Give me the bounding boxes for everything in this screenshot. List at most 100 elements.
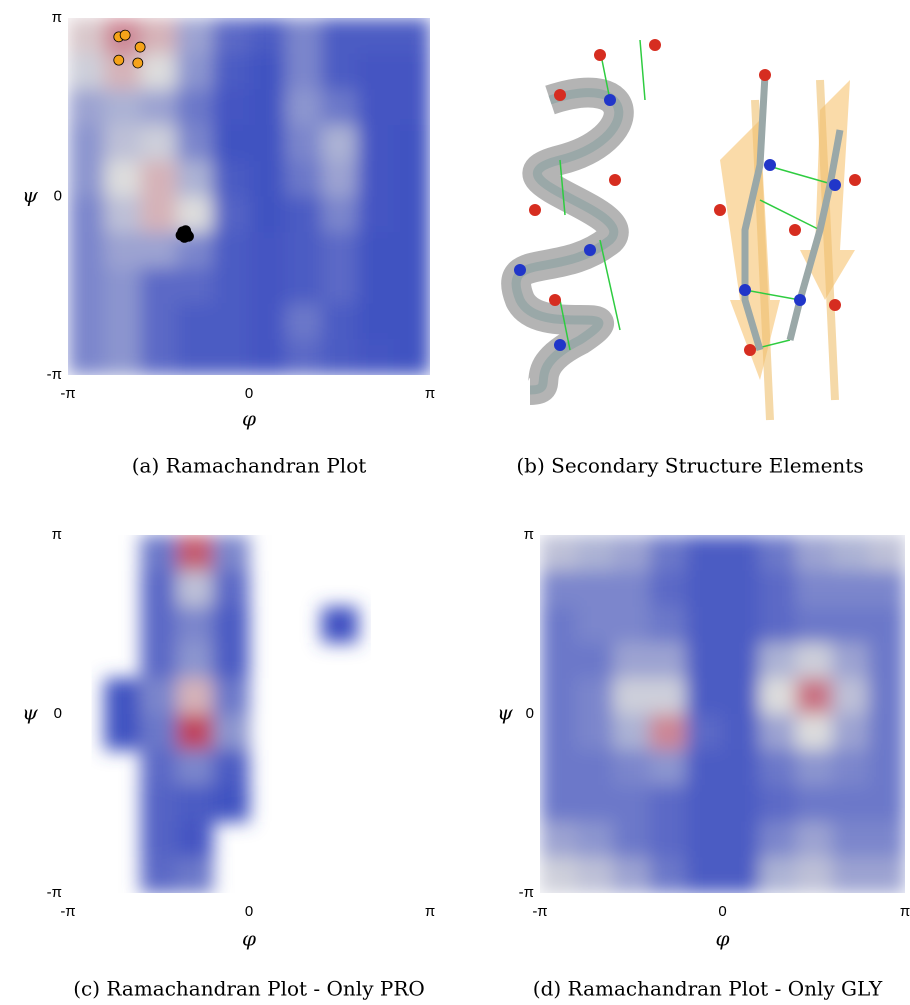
x-tick-label: π <box>425 385 435 402</box>
heatmap-cell <box>140 267 178 305</box>
heatmap-cell <box>140 196 178 233</box>
heatmap-cell <box>176 749 214 787</box>
heatmap-cell <box>795 714 833 751</box>
heatmap-cell <box>68 160 105 197</box>
heatmap-cell <box>540 642 577 679</box>
heatmap-cell <box>613 535 650 572</box>
heatmap-cell <box>212 196 250 233</box>
heatmap-cell <box>832 821 869 858</box>
heatmap-cell <box>649 678 687 715</box>
heatmap-cell <box>613 821 650 858</box>
heatmap-cell <box>393 18 430 55</box>
heatmap-cell <box>540 821 577 858</box>
heatmap-cell <box>68 125 105 162</box>
heatmap-cell <box>357 125 395 162</box>
heatmap-cell <box>795 785 833 822</box>
heatmap-cell <box>759 749 796 787</box>
heatmap-cell <box>576 570 614 608</box>
y-tick-label: π <box>524 526 534 543</box>
heatmap-cell <box>540 785 577 822</box>
y-tick-label: 0 <box>526 705 534 722</box>
heatmap-cell <box>649 570 687 608</box>
caption: (c) Ramachandran Plot - Only PRO <box>73 977 425 1001</box>
heatmap-cell <box>140 857 178 893</box>
heatmap-cell <box>868 606 905 643</box>
heatmap-cell <box>68 303 105 340</box>
heatmap-cell <box>104 678 141 715</box>
heatmap-cell <box>285 196 322 233</box>
heatmap-cell <box>249 339 286 375</box>
heatmap-cell <box>868 749 905 787</box>
heatmap-cell <box>321 160 359 197</box>
heatmap-cell <box>795 678 833 715</box>
heatmap-cell <box>393 160 430 197</box>
heatmap-cell <box>759 857 796 893</box>
heatmap-cell <box>540 570 577 608</box>
heatmap-cell <box>285 53 322 90</box>
heatmap-cell <box>357 196 395 233</box>
x-tick-label: π <box>900 903 910 920</box>
heatmap-cell <box>393 339 430 375</box>
heatmap-clip <box>540 535 905 893</box>
heatmap-cell <box>759 678 796 715</box>
heatmap-cell <box>140 535 178 572</box>
x-tick-label: -π <box>60 903 75 920</box>
heatmap-cell <box>176 606 214 643</box>
heatmap-cell <box>176 339 214 375</box>
heatmap-cell <box>212 53 250 90</box>
heatmap-cell <box>722 857 760 893</box>
heatmap-cell <box>795 570 833 608</box>
heatmap-cell <box>176 267 214 305</box>
heatmap-cell <box>104 89 141 126</box>
heatmap-cell <box>212 160 250 197</box>
scatter-point <box>113 54 125 66</box>
heatmap-cell <box>249 267 286 305</box>
heatmap-cell <box>613 714 650 751</box>
heatmap-cell <box>576 821 614 858</box>
heatmap-cell <box>321 303 359 340</box>
heatmap-cell <box>613 678 650 715</box>
heatmap-cell <box>249 89 286 126</box>
heatmap-cell <box>832 678 869 715</box>
heatmap-cell <box>759 570 796 608</box>
heatmap-cell <box>321 267 359 305</box>
heatmap-cell <box>576 535 614 572</box>
y-tick-label: -π <box>47 884 62 901</box>
heatmap-cell <box>540 678 577 715</box>
heatmap-cell <box>68 89 105 126</box>
heatmap-cell <box>613 857 650 893</box>
scatter-point <box>119 29 131 41</box>
caption: (b) Secondary Structure Elements <box>516 454 863 478</box>
heatmap-cell <box>357 53 395 90</box>
heatmap-cell <box>868 714 905 751</box>
heatmap-cell <box>649 535 687 572</box>
heatmap-panel: -π 0 π -π 0 π φ ψ (d) Ramachandran Plot - Only G… <box>497 526 910 1001</box>
heatmap-cell <box>104 232 141 269</box>
beta-sheet <box>714 69 861 421</box>
heatmap-cell <box>832 785 869 822</box>
heatmap-cell <box>140 18 178 55</box>
heatmap-cell <box>357 339 395 375</box>
heatmap-cell <box>540 535 577 572</box>
heatmap-cell <box>249 125 286 162</box>
heatmap-cell <box>722 678 760 715</box>
heatmap-cell <box>613 606 650 643</box>
heatmap-cell <box>722 749 760 787</box>
heatmap-cell <box>140 749 178 787</box>
heatmap-cell <box>321 339 359 375</box>
heatmap-cells <box>104 535 359 893</box>
heatmap-cell <box>686 821 723 858</box>
heatmap-cell <box>576 785 614 822</box>
heatmap-cell <box>795 857 833 893</box>
heatmap-cell <box>285 89 322 126</box>
heatmap-panel: -π 0 π -π 0 π φ ψ (a) Ramachandran Plot <box>22 9 435 478</box>
heatmap-cell <box>540 606 577 643</box>
heatmap-cell <box>613 570 650 608</box>
heatmap-cell <box>249 160 286 197</box>
heatmap-cell <box>540 749 577 787</box>
y-tick-label: 0 <box>54 705 62 722</box>
heatmap-cell <box>68 232 105 269</box>
heatmap-cell <box>212 303 250 340</box>
heatmap-cell <box>249 18 286 55</box>
